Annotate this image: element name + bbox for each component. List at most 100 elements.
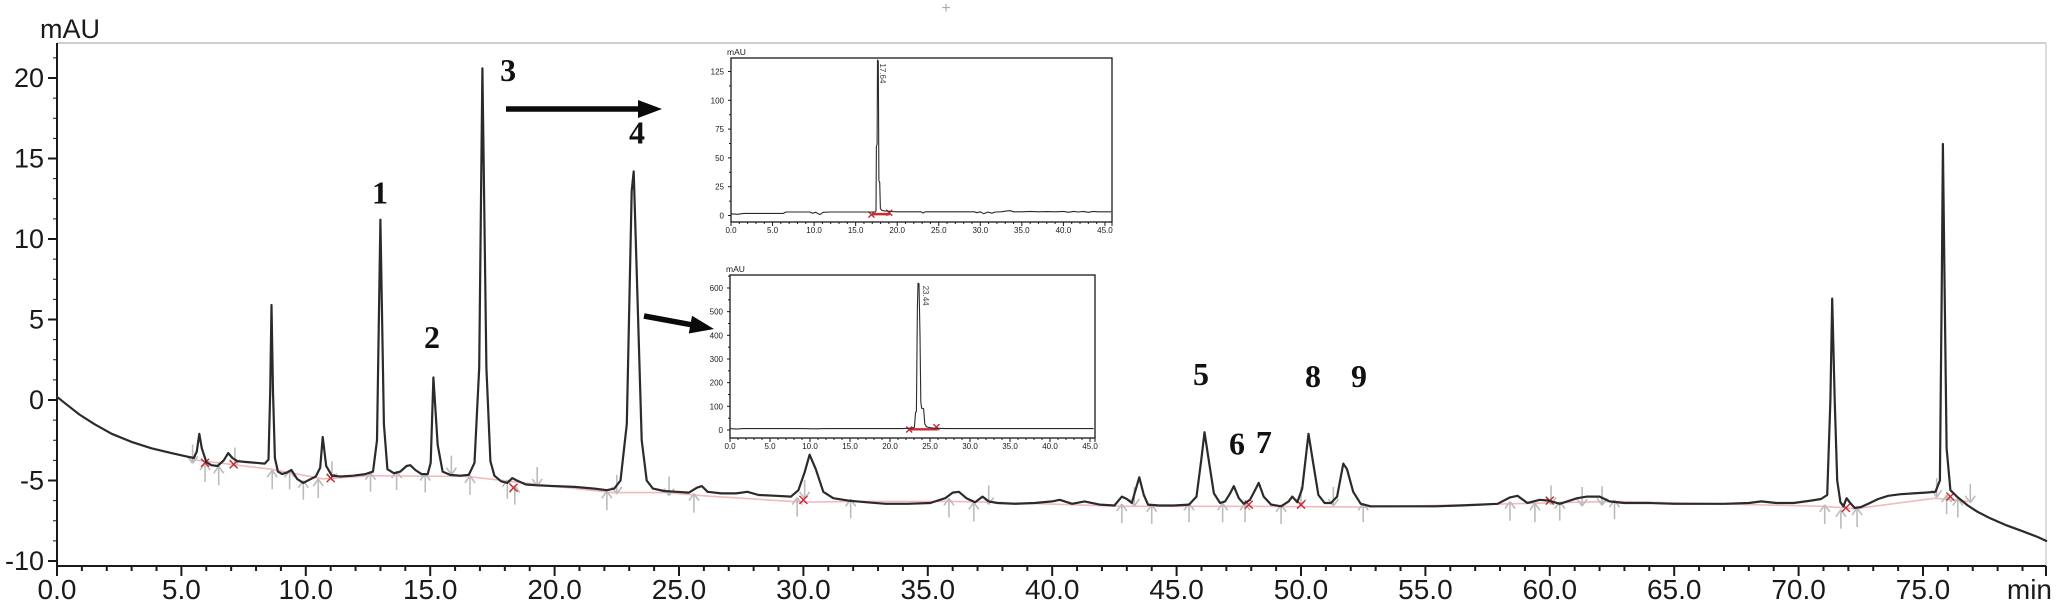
x-tick-label: 30.0: [776, 574, 831, 605]
y-tick-label: 0: [29, 385, 44, 415]
red-integration-mark: [867, 211, 875, 219]
integration-marker: [213, 465, 225, 486]
marker-arm: [1819, 504, 1826, 513]
peak-label-3: 3: [500, 52, 516, 88]
y-tick-label: 15: [14, 144, 44, 174]
x-tick-label: 0.0: [725, 226, 737, 235]
marker-arm: [450, 467, 457, 476]
marker-arm: [1840, 509, 1847, 518]
y-tick-label: 400: [710, 331, 724, 340]
marker-arm: [191, 455, 199, 464]
x-tick-label: 50.0: [1274, 574, 1329, 605]
integration-marker: [601, 490, 613, 511]
marker-arm: [1856, 507, 1863, 516]
marker-arm: [213, 465, 220, 474]
arrow-to-lower-inset-shaft: [643, 313, 693, 328]
x-tick-label: 15.0: [848, 226, 864, 235]
marker-arm: [514, 485, 521, 494]
retention-time-label: 23.44: [921, 286, 930, 307]
marker-arm: [501, 479, 508, 488]
x-tick-label: 30.0: [973, 226, 989, 235]
red-integration-mark: [1841, 503, 1851, 513]
y-tick-label: 0: [719, 426, 724, 435]
y-tick-label: 5: [29, 305, 44, 335]
inset-lower-trace: [729, 282, 1094, 430]
integration-marker: [1851, 507, 1863, 528]
marker-arm: [266, 469, 273, 478]
integration-marker: [1529, 502, 1541, 523]
marker-arm: [968, 501, 975, 510]
peak-label-6: 6: [1229, 425, 1245, 461]
red-integration-mark: [509, 483, 519, 493]
y-tick-label: 100: [711, 96, 725, 105]
marker-arm: [1534, 502, 1541, 511]
marker-arm: [1133, 498, 1140, 507]
integration-marker: [1952, 497, 1964, 518]
y-axis-title: mAU: [40, 14, 100, 44]
x-tick-label: 30.0: [962, 442, 978, 451]
marker-arm: [1940, 494, 1948, 503]
x-tick-label: 40.0: [1025, 574, 1080, 605]
x-tick-label: 40.0: [1042, 442, 1058, 451]
x-tick-label: 45.0: [1082, 442, 1098, 451]
x-tick-label: 10.0: [279, 574, 334, 605]
marker-arm: [1851, 507, 1858, 516]
y-tick-label: 50: [715, 154, 724, 163]
marker-arm: [796, 497, 803, 506]
y-tick-label: 300: [710, 355, 724, 364]
x-tick-label: 65.0: [1647, 574, 1702, 605]
integration-marker: [1504, 501, 1516, 521]
x-tick-label: 25.0: [652, 574, 707, 605]
y-tick-label: 25: [715, 183, 724, 192]
y-tick-label: 75: [715, 125, 724, 134]
y-tick-label: 10: [14, 224, 44, 254]
marker-arm: [616, 486, 623, 495]
marker-arm: [464, 475, 471, 484]
red-integration-mark: [1296, 500, 1306, 510]
x-tick-label: 0.0: [38, 574, 77, 605]
x-tick-label: 35.0: [901, 574, 956, 605]
x-tick-label: 10.0: [806, 226, 822, 235]
y-axis-title: mAU: [726, 264, 745, 274]
marker-arm: [693, 493, 700, 502]
x-tick-label: 25.0: [922, 442, 938, 451]
marker-arm: [601, 490, 608, 499]
integration-marker: [1964, 483, 1976, 504]
marker-arm: [1509, 501, 1516, 510]
red-integration-mark: [932, 423, 940, 431]
marker-arm: [1969, 495, 1976, 504]
marker-arm: [973, 501, 980, 510]
integration-marker: [464, 475, 476, 495]
x-tick-label: 5.0: [764, 442, 776, 451]
integration-marker: [943, 497, 955, 518]
marker-arm: [1596, 497, 1603, 506]
x-tick-label: 70.0: [1771, 574, 1826, 605]
integration-marker: [791, 497, 803, 517]
integration-marker: [1835, 509, 1847, 529]
inset-upper-trace: [730, 59, 1112, 216]
x-tick-label: 15.0: [842, 442, 858, 451]
x-tick-label: 0.0: [724, 442, 736, 451]
peak-label-7: 7: [1256, 424, 1272, 460]
marker-arm: [218, 465, 225, 474]
x-tick-label: 20.0: [882, 442, 898, 451]
marker-arm: [1116, 503, 1123, 512]
marker-arm: [1576, 498, 1583, 507]
marker-arm: [1835, 509, 1842, 518]
x-axis-unit-label: min: [2007, 574, 2052, 605]
red-integration-mark: [798, 495, 808, 505]
x-tick-label: 5.0: [162, 574, 201, 605]
marker-arm: [317, 478, 324, 487]
marker-arm: [1529, 502, 1536, 511]
marker-arm: [1216, 502, 1224, 511]
marker-arm: [1121, 503, 1128, 512]
marker-arm: [1221, 502, 1229, 511]
red-integration-mark: [885, 209, 893, 217]
y-tick-label: 125: [711, 68, 725, 77]
marker-arm: [445, 467, 452, 476]
x-tick-label: 25.0: [931, 226, 947, 235]
marker-arm: [1504, 501, 1511, 510]
inset-lower-group: 0 100 200 300 400 500 600 0.0 5.0 10.0 15.0 20.0 25.…: [710, 264, 1099, 451]
